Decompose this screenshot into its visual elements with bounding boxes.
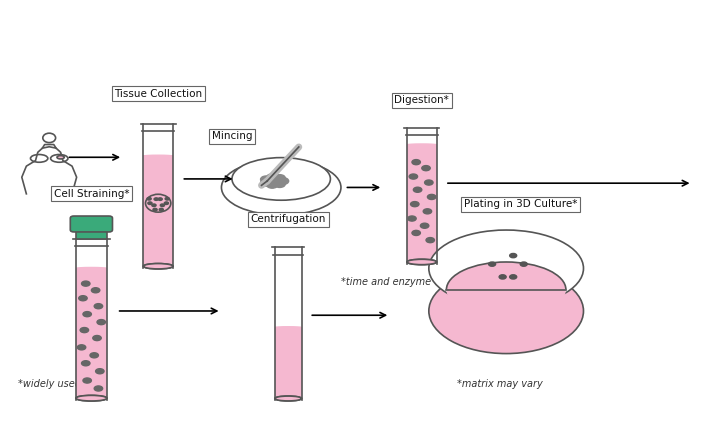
Ellipse shape bbox=[57, 155, 64, 159]
Bar bbox=[76, 227, 107, 239]
Circle shape bbox=[79, 296, 87, 301]
Bar bbox=[143, 124, 173, 268]
Circle shape bbox=[160, 204, 165, 207]
Circle shape bbox=[266, 181, 278, 188]
Circle shape bbox=[420, 223, 429, 228]
Ellipse shape bbox=[275, 326, 302, 328]
Circle shape bbox=[261, 179, 272, 186]
Circle shape bbox=[93, 336, 101, 341]
Circle shape bbox=[413, 187, 422, 192]
Circle shape bbox=[82, 361, 90, 366]
Circle shape bbox=[412, 230, 420, 236]
Circle shape bbox=[411, 201, 419, 207]
Bar bbox=[275, 327, 302, 398]
Ellipse shape bbox=[429, 230, 583, 307]
Circle shape bbox=[499, 275, 506, 279]
Ellipse shape bbox=[407, 259, 437, 265]
Text: *time and enzyme dependent: *time and enzyme dependent bbox=[341, 277, 487, 287]
Ellipse shape bbox=[77, 396, 106, 400]
Circle shape bbox=[152, 204, 156, 207]
Ellipse shape bbox=[143, 264, 173, 269]
Circle shape bbox=[520, 262, 527, 266]
Circle shape bbox=[82, 281, 90, 286]
Ellipse shape bbox=[76, 395, 107, 401]
Ellipse shape bbox=[276, 396, 301, 400]
Ellipse shape bbox=[275, 396, 302, 401]
Bar bbox=[407, 144, 437, 262]
Ellipse shape bbox=[221, 160, 341, 215]
Circle shape bbox=[409, 174, 418, 179]
Bar bbox=[275, 247, 302, 400]
Text: Digestion*: Digestion* bbox=[394, 95, 449, 105]
Circle shape bbox=[158, 198, 162, 200]
Ellipse shape bbox=[143, 155, 173, 156]
Circle shape bbox=[153, 208, 157, 211]
Ellipse shape bbox=[146, 194, 171, 212]
Circle shape bbox=[94, 304, 103, 309]
Circle shape bbox=[489, 262, 496, 266]
Circle shape bbox=[274, 175, 285, 181]
Circle shape bbox=[425, 180, 433, 185]
Circle shape bbox=[422, 166, 430, 171]
Circle shape bbox=[97, 320, 105, 325]
Circle shape bbox=[408, 216, 416, 221]
Text: *widely used: *widely used bbox=[18, 379, 81, 389]
Ellipse shape bbox=[408, 260, 436, 264]
Circle shape bbox=[159, 208, 163, 211]
Circle shape bbox=[274, 181, 285, 187]
Text: Plating in 3D Culture*: Plating in 3D Culture* bbox=[463, 199, 577, 210]
Circle shape bbox=[96, 368, 104, 374]
Circle shape bbox=[423, 209, 432, 214]
Bar bbox=[76, 268, 107, 398]
Circle shape bbox=[278, 178, 289, 184]
Circle shape bbox=[80, 328, 89, 333]
Ellipse shape bbox=[76, 396, 107, 401]
Ellipse shape bbox=[51, 155, 68, 162]
Text: Mincing: Mincing bbox=[212, 131, 252, 141]
Circle shape bbox=[165, 198, 169, 200]
Text: Tissue Collection: Tissue Collection bbox=[114, 89, 202, 99]
Circle shape bbox=[510, 253, 517, 258]
Bar bbox=[76, 239, 107, 400]
Bar bbox=[407, 128, 437, 264]
FancyBboxPatch shape bbox=[70, 216, 112, 232]
Circle shape bbox=[94, 386, 103, 391]
Ellipse shape bbox=[429, 268, 583, 354]
Circle shape bbox=[154, 198, 158, 200]
Circle shape bbox=[510, 275, 517, 279]
Circle shape bbox=[90, 353, 98, 358]
Ellipse shape bbox=[446, 262, 566, 317]
Circle shape bbox=[165, 202, 169, 204]
Ellipse shape bbox=[407, 259, 437, 265]
Circle shape bbox=[426, 238, 434, 243]
Circle shape bbox=[83, 311, 91, 317]
Bar bbox=[143, 155, 173, 266]
Circle shape bbox=[261, 176, 272, 183]
Circle shape bbox=[91, 288, 100, 293]
Circle shape bbox=[147, 198, 151, 200]
Text: Cell Straining*: Cell Straining* bbox=[53, 189, 129, 199]
Circle shape bbox=[77, 345, 86, 350]
Ellipse shape bbox=[43, 133, 56, 143]
Ellipse shape bbox=[76, 267, 107, 269]
Ellipse shape bbox=[275, 396, 302, 401]
Circle shape bbox=[266, 174, 278, 181]
Text: Centrifugation: Centrifugation bbox=[250, 214, 326, 225]
Ellipse shape bbox=[144, 264, 172, 268]
Text: *matrix may vary: *matrix may vary bbox=[457, 379, 543, 389]
Circle shape bbox=[412, 160, 420, 165]
Ellipse shape bbox=[407, 143, 437, 145]
Circle shape bbox=[83, 378, 91, 383]
Circle shape bbox=[268, 177, 280, 185]
Ellipse shape bbox=[30, 155, 48, 162]
Circle shape bbox=[427, 194, 436, 199]
Ellipse shape bbox=[232, 158, 330, 200]
Circle shape bbox=[148, 202, 152, 204]
Ellipse shape bbox=[143, 264, 173, 269]
